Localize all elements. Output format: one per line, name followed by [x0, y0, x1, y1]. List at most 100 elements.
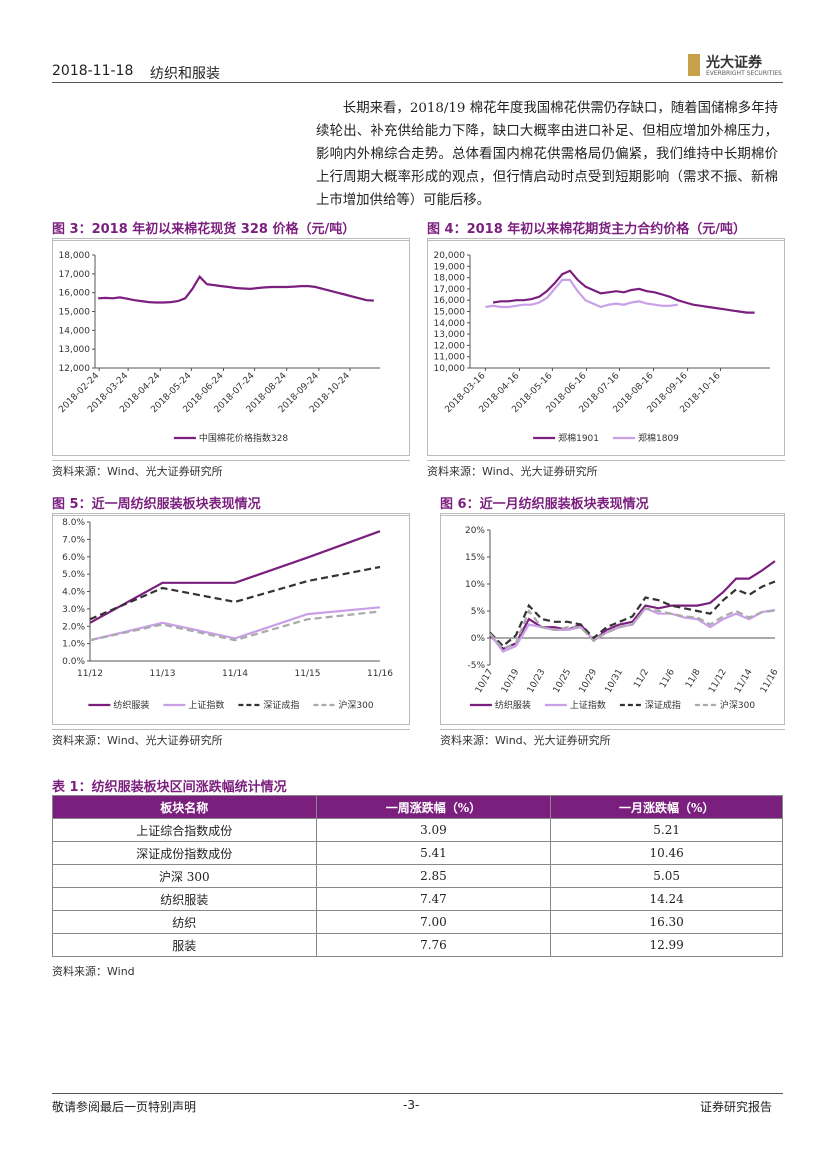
header-date: 2018-11-18 — [52, 63, 134, 79]
x-tick-label: 10/25 — [552, 668, 574, 695]
figure-title: 图 4：2018 年初以来棉花期货主力合约价格（元/吨） — [427, 218, 785, 241]
chart-frame — [52, 238, 410, 456]
figure-title: 图 6：近一月纺织服装板块表现情况 — [440, 493, 785, 516]
y-tick-label: 17,000 — [59, 270, 91, 280]
x-tick-label: 10/17 — [474, 668, 496, 695]
legend: 纺织服装 上证指数 深证成指 沪深300 — [88, 699, 374, 711]
y-tick-label: 7.0% — [62, 535, 85, 545]
figure-title: 图 5：近一周纺织服装板块表现情况 — [52, 493, 410, 516]
legend-label: 中国棉花价格指数328 — [199, 432, 288, 444]
series-line — [489, 560, 776, 651]
source: 资料来源：Wind — [52, 965, 135, 978]
y-tick-label: 0% — [471, 634, 486, 644]
x-tick-label: 11/13 — [150, 669, 176, 679]
footer-left: 敬请参阅最后一页特别声明 — [52, 1100, 197, 1114]
y-tick-label: 17,000 — [434, 285, 466, 295]
y-tick-label: 5% — [471, 607, 486, 617]
footer-rule — [52, 1093, 783, 1094]
legend-label: 郑棉1809 — [638, 432, 679, 444]
footer-right: 证券研究报告 — [700, 1100, 773, 1114]
legend-label: 深证成指 — [645, 699, 681, 711]
footer-page: -3- — [403, 1098, 420, 1112]
table-cell: 5.21 — [550, 818, 783, 842]
table-cell: 沪深 300 — [52, 864, 317, 888]
table-row: 深证成份指数成份 5.41 10.46 — [52, 841, 783, 865]
x-tick-label: 11/14 — [733, 667, 755, 695]
y-tick-label: 3.0% — [62, 605, 85, 615]
column-header: 一月涨跌幅（%） — [550, 795, 783, 819]
source: 资料来源：Wind、光大证券研究所 — [52, 729, 410, 748]
header-section: 纺织和服装 — [150, 66, 220, 82]
x-tick-label: 11/12 — [707, 668, 729, 695]
legend: 纺织服装 上证指数 深证成指 沪深300 — [469, 699, 755, 711]
logo-icon — [688, 54, 700, 76]
chart-frame — [52, 513, 410, 725]
series-line — [489, 607, 776, 651]
table-row: 上证综合指数成份 3.09 5.21 — [52, 818, 783, 842]
y-tick-label: 15,000 — [434, 308, 466, 318]
header-rule — [52, 82, 783, 83]
table-cell: 12.99 — [550, 933, 783, 957]
x-tick-label: 11/15 — [295, 669, 321, 679]
source: 资料来源：Wind、光大证券研究所 — [427, 460, 785, 479]
legend: 郑棉1901 郑棉1809 — [533, 432, 679, 444]
y-tick-label: 20,000 — [434, 251, 466, 261]
legend-label: 沪深300 — [720, 699, 755, 711]
figure-title: 图 3：2018 年初以来棉花现货 328 价格（元/吨） — [52, 218, 410, 241]
series-line — [98, 274, 374, 304]
y-tick-label: 4.0% — [62, 588, 85, 598]
chart-frame — [427, 238, 785, 456]
x-tick-label: 11/16 — [759, 667, 781, 695]
table-cell: 3.09 — [315, 818, 552, 842]
table-cell: 7.00 — [315, 910, 552, 934]
y-tick-label: 5.0% — [62, 570, 85, 580]
series-line — [485, 278, 678, 309]
table-header: 板块名称 一周涨跌幅（%） 一月涨跌幅（%） — [52, 795, 783, 819]
series-line — [489, 580, 776, 648]
y-tick-label: 10% — [465, 580, 485, 590]
y-tick-label: 13,000 — [59, 345, 91, 355]
table-cell: 14.24 — [550, 887, 783, 911]
table-row: 纺织服装 7.47 14.24 — [52, 887, 783, 911]
y-tick-label: -5% — [467, 661, 485, 671]
y-tick-label: 14,000 — [59, 326, 91, 336]
source: 资料来源：Wind、光大证券研究所 — [52, 460, 410, 479]
legend-label: 上证指数 — [188, 699, 224, 711]
table-cell: 7.47 — [315, 887, 552, 911]
x-tick-label: 10/19 — [500, 667, 522, 695]
table-cell: 2.85 — [315, 864, 552, 888]
y-tick-label: 15,000 — [59, 308, 91, 318]
x-tick-label: 11/16 — [367, 669, 393, 679]
legend-label: 纺织服装 — [113, 699, 149, 711]
x-tick-label: 11/2 — [632, 668, 651, 691]
table-row: 沪深 300 2.85 5.05 — [52, 864, 783, 888]
table-cell: 服装 — [52, 933, 317, 957]
y-tick-label: 1.0% — [62, 640, 85, 650]
y-tick-label: 0.0% — [62, 657, 85, 667]
series-line — [89, 530, 381, 624]
paragraph: 长期来看，2018/19 棉花年度我国棉花供需仍存缺口，随着国储棉多年持续轮出、… — [316, 101, 778, 208]
x-tick-label: 11/6 — [658, 667, 677, 690]
table-cell: 7.76 — [315, 933, 552, 957]
x-tick-label: 11/12 — [77, 669, 103, 679]
table-cell: 纺织服装 — [52, 887, 317, 911]
y-tick-label: 18,000 — [434, 274, 466, 284]
y-tick-label: 19,000 — [434, 262, 466, 272]
series-line — [492, 269, 755, 314]
chart: 12,000 13,000 14,000 15,000 16,000 17,000 18,0… — [52, 238, 410, 456]
table-cell: 5.05 — [550, 864, 783, 888]
y-tick-label: 6.0% — [62, 553, 85, 563]
y-tick-label: 13,000 — [434, 330, 466, 340]
table-cell: 深证成份指数成份 — [52, 841, 317, 865]
series-line — [89, 606, 381, 642]
chart-frame — [440, 513, 785, 725]
table-title: 表 1：纺织服装板块区间涨跌幅统计情况 — [52, 780, 287, 795]
y-tick-label: 14,000 — [434, 319, 466, 329]
table: 板块名称 一周涨跌幅（%） 一月涨跌幅（%） 上证综合指数成份 3.09 5.21 深证成… — [52, 795, 783, 957]
table-cell: 纺织 — [52, 910, 317, 934]
y-tick-label: 10,000 — [434, 364, 466, 374]
chart: 0.0% 1.0% 2.0% 3.0% 4.0% 5.0% 6.0% 7.0% 8.0% 11/1… — [52, 513, 410, 725]
chart: -5% 0% 5% 10% 15% 20% 10/17 10/19 10/23 10/25 10/2… — [440, 513, 785, 725]
